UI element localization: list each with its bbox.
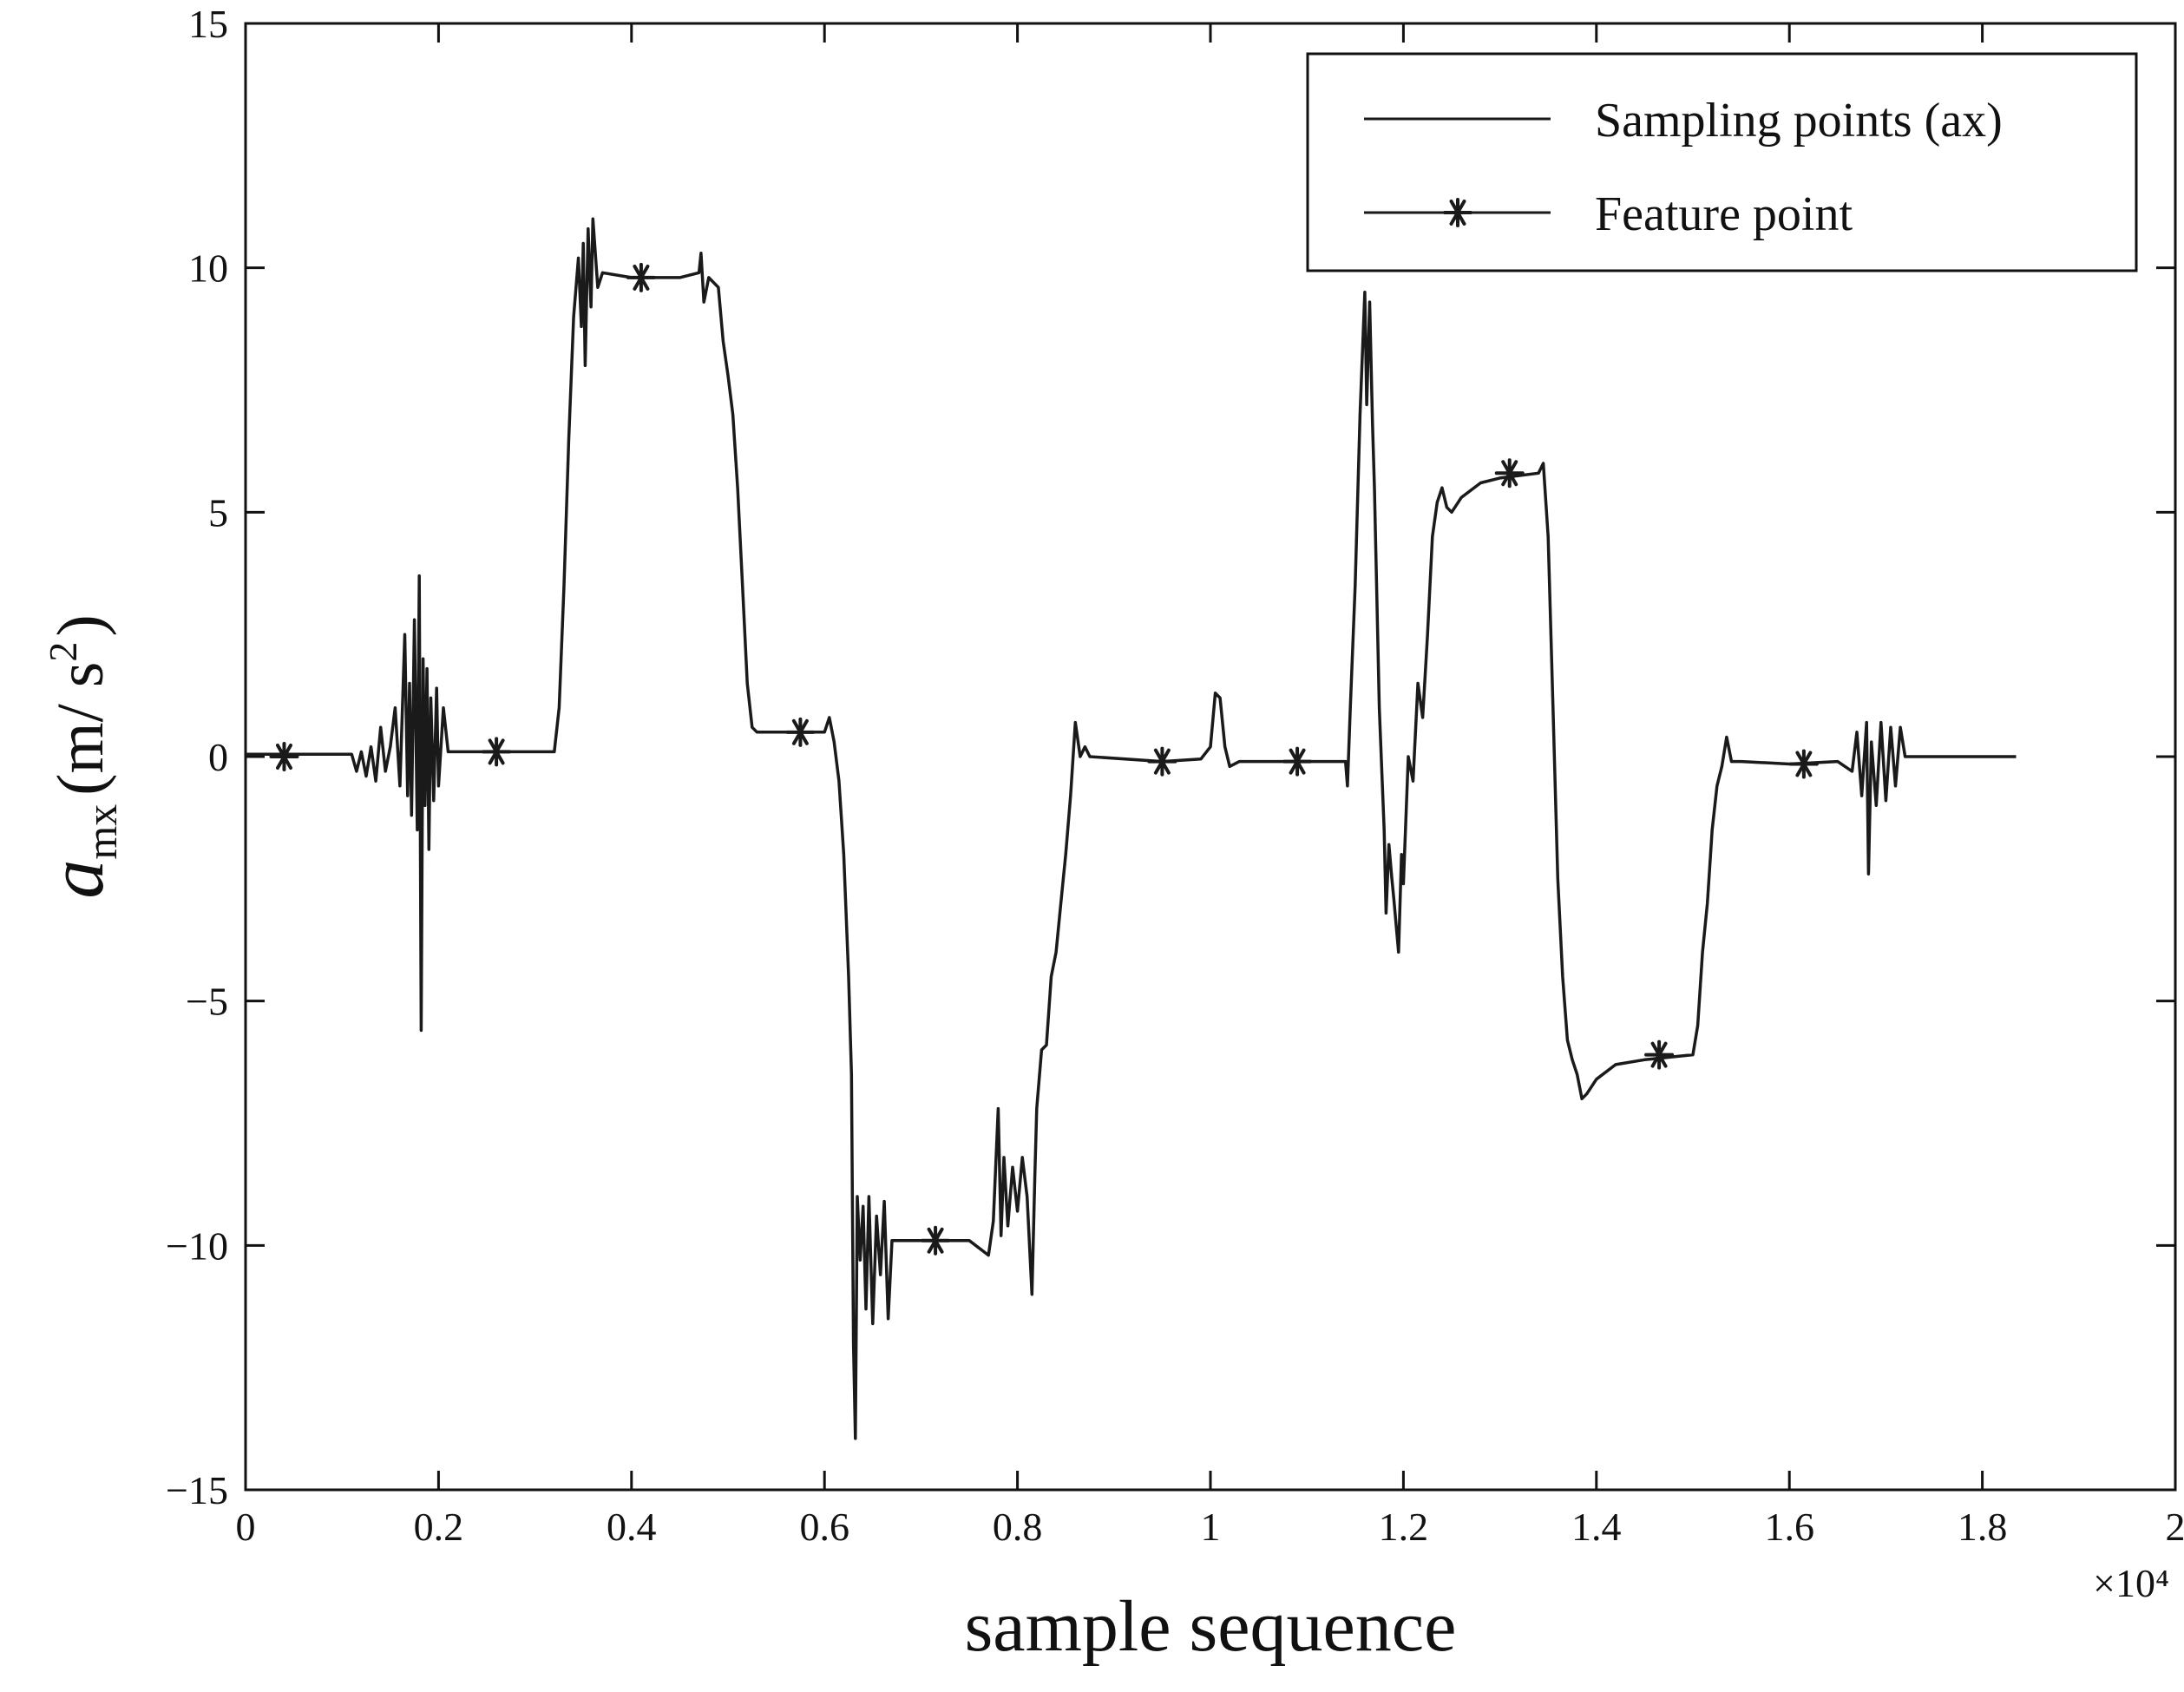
y-axis-unit-superscript: 2	[41, 642, 85, 662]
x-axis-title: sample sequence	[965, 1586, 1457, 1667]
legend: Sampling points (ax) Feature point	[1306, 52, 2138, 272]
y-tick-label: 15	[188, 2, 228, 46]
y-tick-label: 10	[188, 246, 228, 291]
x-axis-multiplier: ×10⁴	[2093, 1561, 2169, 1605]
legend-label-sampling: Sampling points (ax)	[1595, 94, 2003, 148]
feature-point-marker	[1147, 746, 1177, 777]
series-line-sampling	[246, 217, 2017, 1440]
y-tick-label: −5	[186, 980, 228, 1024]
x-tick-label: 0.6	[799, 1505, 849, 1549]
y-tick-label: 0	[208, 735, 228, 779]
feature-point-marker	[1282, 746, 1313, 777]
x-tick-label: 1.2	[1379, 1505, 1429, 1549]
y-axis-title: amx (m/ s2)	[34, 614, 126, 898]
y-tick-label: −10	[166, 1223, 228, 1268]
legend-marker-star	[1443, 198, 1472, 227]
y-tick-label: −15	[166, 1468, 228, 1512]
legend-label-feature: Feature point	[1595, 187, 1853, 241]
x-tick-label: 2	[2166, 1505, 2184, 1549]
axis-tick-labels: 0 0.2 0.4 0.6 0.8 1 1.2 1.4 1.6 1.8 2 −15 −10 −5 0 5 10 1…	[166, 2, 2184, 1549]
x-tick-label: 1.4	[1571, 1505, 1622, 1549]
x-tick-label: 1.6	[1764, 1505, 1814, 1549]
feature-point-marker	[482, 737, 512, 767]
feature-point-marker	[269, 742, 299, 771]
feature-point-marker	[921, 1225, 951, 1256]
y-axis-symbol: a	[34, 860, 120, 899]
feature-point-marker	[1494, 458, 1525, 489]
x-tick-label: 0.8	[993, 1505, 1043, 1549]
y-tick-label: 5	[208, 490, 228, 534]
x-tick-label: 0.4	[607, 1505, 657, 1549]
x-tick-label: 0.2	[414, 1505, 464, 1549]
y-axis-unit-open: (m/ s	[44, 662, 117, 796]
feature-point-marker	[1788, 749, 1819, 779]
x-tick-label: 1	[1201, 1505, 1221, 1549]
x-tick-label: 0	[236, 1505, 256, 1549]
x-tick-label: 1.8	[1958, 1505, 2008, 1549]
legend-box	[1306, 52, 2138, 272]
feature-point-marker	[785, 717, 816, 747]
feature-point-marker	[1644, 1039, 1675, 1070]
y-axis-unit-close: )	[44, 614, 117, 636]
axis-ticks	[244, 22, 2177, 1492]
feature-point-marker	[626, 262, 656, 292]
y-axis-subscript: mx	[77, 804, 126, 860]
legend-star-glyph	[1443, 198, 1472, 227]
series-layer	[246, 217, 2017, 1440]
